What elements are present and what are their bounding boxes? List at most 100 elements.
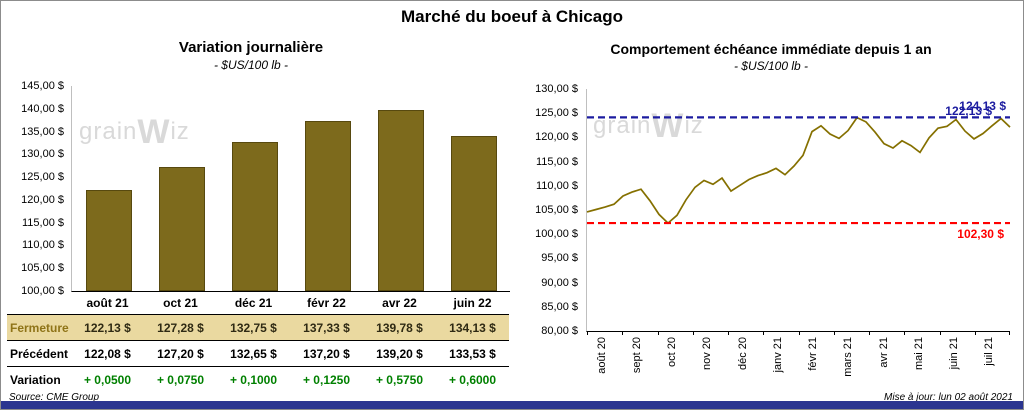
bar-y-axis-label: 125,00 $ (21, 171, 64, 184)
table-cell: + 0,1250 (302, 372, 351, 387)
summary-table: Fermeture 122,13 $ 127,28 $ 132,75 $ 137,33 … (7, 314, 509, 392)
watermark-text: grain (79, 118, 138, 145)
x-axis-tick (904, 331, 906, 335)
line-y-axis-label: 95,00 $ (541, 252, 578, 265)
table-cell: 133,53 $ (449, 346, 496, 361)
line-x-axis-label: août 20 (595, 337, 608, 374)
bar-y-axis-label: 130,00 $ (21, 148, 64, 161)
line-y-axis-label: 130,00 $ (535, 83, 578, 95)
high-price-label: 124,13 $ (959, 99, 1006, 114)
bar-févr-22 (304, 120, 351, 291)
table-cell: 134,13 $ (449, 320, 496, 335)
table-row-label: Variation (10, 372, 61, 387)
right-chart-subtitle: - $US/100 lb - (733, 59, 809, 73)
watermark-w-glyph: W (137, 113, 171, 151)
bar-y-axis-label: 145,00 $ (21, 80, 64, 92)
line-y-axis-label: 90,00 $ (541, 276, 578, 289)
left-chart-subtitle: - $US/100 lb - (213, 58, 289, 72)
line-y-axis-label: 105,00 $ (535, 204, 578, 216)
last-price-label: 122,13 $ (945, 104, 992, 119)
table-cell: + 0,1000 (229, 372, 278, 387)
grainwiz-watermark: grainWiz (593, 107, 704, 146)
x-axis-tick (728, 331, 729, 335)
x-axis-tick (657, 331, 659, 335)
table-row: Précédent 122,08 $ 127,20 $ 132,65 $ 137,20 … (7, 341, 509, 367)
right-chart-title: Comportement échéance immédiate depuis 1… (610, 41, 932, 57)
line-chart-plot: 122,13 $124,13 $ 102,30 $ (586, 89, 1011, 335)
bar-y-axis-label: 110,00 $ (21, 239, 64, 252)
bar-chart-y-axis: 145,00 $ 140,00 $ 135,00 $ 130,00 $ 125,00 $… (5, 80, 67, 297)
line-x-axis-label: janv 21 (771, 337, 784, 373)
line-chart-x-labels: août 20 sept 20 oct 20 nov 20 déc 20 janv 21 f… (586, 335, 1009, 385)
table-row: Fermeture 122,13 $ 127,28 $ 132,75 $ 137,33 … (7, 314, 509, 341)
table-cell: 122,13 $ (84, 320, 131, 335)
bar-x-axis-label: avr 22 (382, 296, 417, 310)
bar-chart-x-labels: août 21 oct 21 déc 21 févr 22 avr 22 juin 22 (71, 296, 509, 312)
bar-y-axis-label: 120,00 $ (21, 193, 64, 206)
line-x-axis-label: oct 20 (666, 337, 679, 367)
line-y-axis-label: 120,00 $ (535, 131, 578, 144)
page-title: Marché du boeuf à Chicago (401, 7, 623, 26)
bar-x-axis-label: oct 21 (163, 296, 198, 310)
bar-y-axis-label: 100,00 $ (21, 285, 64, 297)
line-x-axis-label: juil 21 (983, 337, 996, 366)
line-y-axis-label: 110,00 $ (535, 179, 578, 192)
line-y-axis-label: 85,00 $ (541, 300, 578, 313)
x-axis-tick (974, 331, 976, 335)
price-line-chart (586, 116, 1011, 225)
table-row-label: Fermeture (10, 320, 69, 335)
table-row: Variation + 0,0500 + 0,0750 + 0,1000 + 0,125… (7, 367, 509, 392)
x-axis-tick (587, 331, 588, 335)
x-axis-tick (798, 331, 800, 335)
line-y-axis-label: 125,00 $ (535, 107, 578, 120)
line-x-axis-label: mai 21 (912, 337, 925, 371)
bar-x-axis-label: déc 21 (234, 296, 273, 310)
table-cell: + 0,0750 (156, 372, 205, 387)
line-x-axis-label: sept 20 (630, 337, 643, 374)
table-cell: 132,65 $ (230, 346, 277, 361)
x-axis-tick (939, 331, 941, 335)
bar-oct-21 (158, 166, 205, 291)
watermark-w-glyph: W (651, 107, 685, 145)
price-line (586, 116, 1011, 225)
line-x-axis-label: nov 20 (701, 337, 714, 371)
table-cell: 132,75 $ (230, 320, 277, 335)
bar-août-21 (85, 190, 132, 291)
table-cell: + 0,6000 (448, 372, 497, 387)
line-x-axis-label: févr 21 (807, 337, 820, 371)
bar-déc-21 (231, 141, 278, 291)
line-x-axis-label: juin 21 (948, 337, 961, 370)
low-price-label: 102,30 $ (957, 227, 1004, 242)
line-x-axis-label: mars 21 (842, 337, 855, 377)
table-cell: 139,20 $ (376, 346, 423, 361)
bottom-strip (1, 401, 1023, 409)
x-axis-tick (692, 331, 694, 335)
bar-x-axis-label: juin 22 (453, 296, 492, 310)
line-x-axis-label: déc 20 (736, 337, 749, 371)
x-axis-tick (622, 331, 624, 335)
x-axis-tick (1009, 331, 1010, 335)
table-cell: 137,33 $ (303, 320, 350, 335)
bar-y-axis-label: 135,00 $ (21, 125, 64, 138)
bar-chart-plot (71, 86, 510, 292)
table-cell: 137,20 $ (303, 346, 350, 361)
source-note: Source: CME Group (9, 392, 100, 403)
updated-note: Mise à jour: lun 02 août 2021 (884, 392, 1013, 403)
left-chart-title: Variation journalière (178, 39, 324, 56)
bar-y-axis-label: 140,00 $ (21, 102, 64, 115)
table-cell: 122,08 $ (84, 346, 131, 361)
table-row-label: Précédent (10, 346, 69, 361)
table-cell: + 0,5750 (375, 372, 424, 387)
table-cell: 139,78 $ (376, 320, 423, 335)
line-y-axis-label: 100,00 $ (535, 228, 578, 241)
line-x-axis-label: avr 21 (877, 337, 890, 368)
table-cell: 127,20 $ (157, 346, 204, 361)
bar-x-axis-label: août 21 (86, 296, 129, 310)
x-axis-tick (833, 331, 835, 335)
bar-avr-22 (377, 109, 424, 291)
bar-x-axis-label: févr 22 (307, 296, 346, 310)
x-axis-tick (869, 331, 870, 335)
bar-y-axis-label: 115,00 $ (21, 216, 64, 229)
bar-y-axis-label: 105,00 $ (21, 262, 64, 275)
table-cell: + 0,0500 (83, 372, 132, 387)
